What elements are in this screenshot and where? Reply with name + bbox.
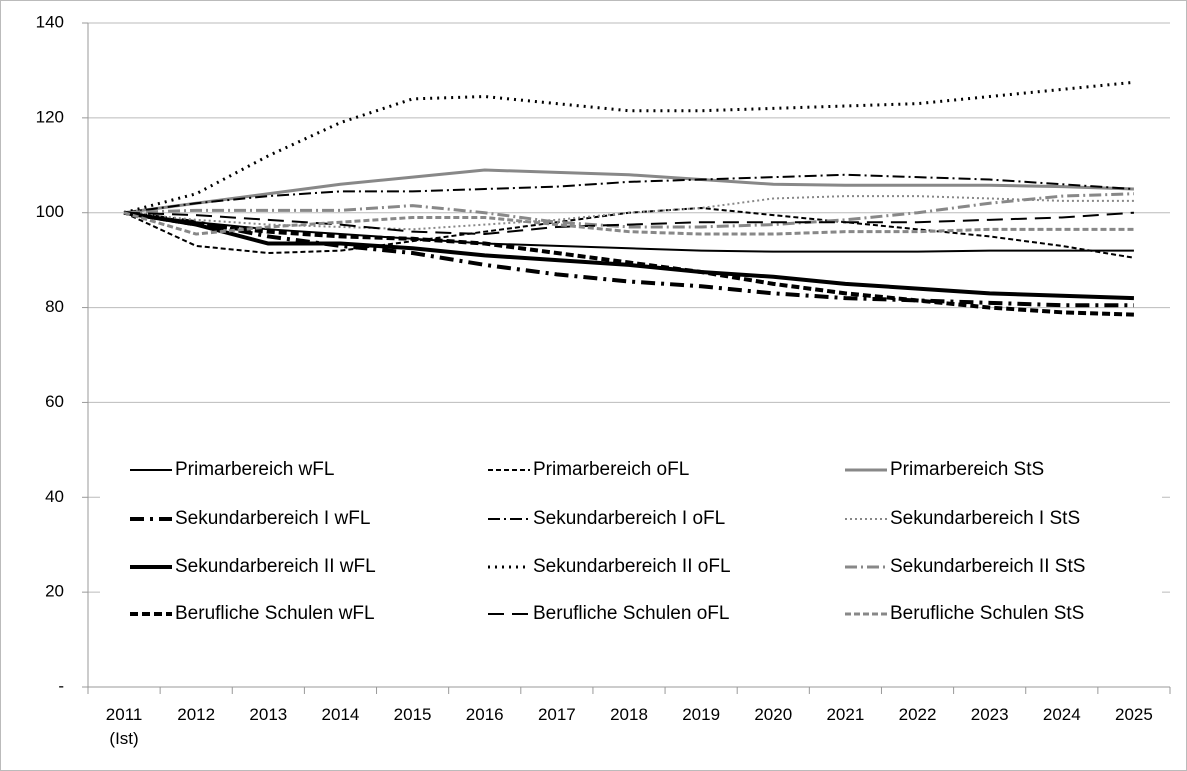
series-line: [123, 211, 1134, 253]
x-tick-label: 2012: [177, 705, 216, 724]
legend: Primarbereich wFL Primarbereich oFL Primar…: [130, 459, 1085, 624]
legend-label: Berufliche Schulen StS: [890, 603, 1084, 624]
x-tick-label: 2022: [898, 705, 937, 724]
legend-label: Sekundarbereich II oFL: [533, 556, 731, 577]
x-tick-label: 2013: [249, 705, 288, 724]
legend-label: Sekundarbereich I StS: [890, 508, 1080, 529]
x-tick-label: 2014: [321, 705, 360, 724]
y-tick-label: 80: [45, 297, 64, 316]
y-tick-label: 100: [36, 202, 64, 221]
legend-label: Sekundarbereich I oFL: [533, 508, 725, 529]
series-line: [123, 210, 1134, 317]
series-line: [123, 210, 1134, 308]
legend-label: Berufliche Schulen oFL: [533, 603, 729, 624]
x-tick-label: 2024: [1042, 705, 1081, 724]
lines: [123, 80, 1135, 317]
x-tick-label: 2021: [826, 705, 865, 724]
series-line: [123, 210, 1134, 301]
series-line: [123, 168, 1134, 215]
legend-label: Primarbereich wFL: [175, 459, 334, 480]
legend-label: Primarbereich StS: [890, 459, 1044, 480]
x-tick-label: 2016: [465, 705, 504, 724]
x-tick-label: 2020: [754, 705, 793, 724]
legend-background: [100, 448, 1162, 638]
x-tick-label: 2023: [970, 705, 1009, 724]
series-line: [123, 211, 1134, 236]
x-tick-label: 2015: [393, 705, 432, 724]
legend-label: Berufliche Schulen wFL: [175, 603, 375, 624]
y-tick-label: 60: [45, 392, 64, 411]
x-tick-label: 2025: [1115, 705, 1153, 724]
legend-label: Sekundarbereich II StS: [890, 556, 1085, 577]
y-tick-label: 40: [45, 487, 64, 506]
series-line: [123, 195, 1134, 231]
y-tick-label: -: [58, 676, 64, 695]
series-line: [123, 173, 1134, 214]
y-tick-label: 120: [36, 107, 64, 126]
legend-label: Sekundarbereich II wFL: [175, 556, 376, 577]
series-line: [124, 211, 1134, 236]
x-tick-label: 2019: [682, 705, 721, 724]
x-tick-label: 2018: [610, 705, 648, 724]
x-tick-label: 2011 (Ist): [105, 705, 143, 748]
y-tick-label: 140: [36, 12, 64, 31]
legend-label: Primarbereich oFL: [533, 459, 689, 480]
series-line: [124, 192, 1134, 229]
x-tick-label: 2017: [537, 705, 576, 724]
y-tick-label: 20: [45, 582, 64, 601]
series-line: [123, 80, 1135, 215]
legend-label: Sekundarbereich I wFL: [175, 508, 370, 529]
